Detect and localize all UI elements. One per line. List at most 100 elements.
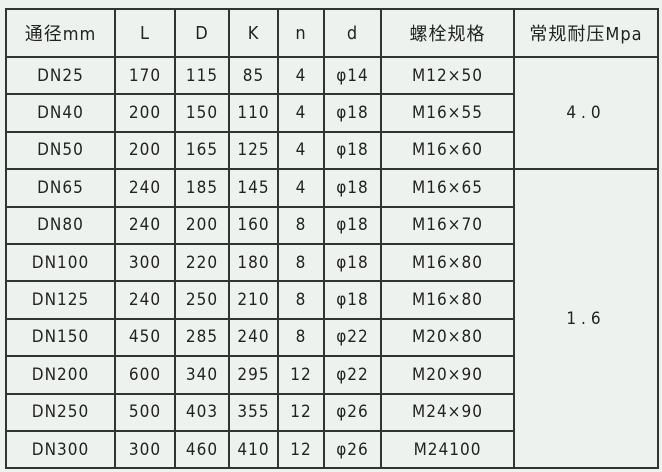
table-cell: 8: [277, 317, 325, 358]
table-cell: M16×65: [380, 168, 515, 208]
column-header: D: [174, 8, 230, 58]
table-cell: 8: [277, 205, 325, 245]
table-cell: DN25: [5, 55, 116, 96]
table-row: DN65 240 185 145 4 φ18 M16×65 1.6: [5, 168, 659, 470]
table-row: DN200 600 340 295 12 φ22 M20×90: [5, 355, 658, 395]
table-cell: 8: [277, 280, 325, 320]
column-header: 通径mm: [5, 8, 116, 58]
table-row: DN125 240 250 210 8 φ18 M16×80: [5, 280, 658, 320]
table-cell: DN300: [5, 429, 116, 470]
table-cell: 403: [174, 392, 230, 432]
table-cell: 450: [114, 317, 176, 358]
table-cell: 285: [174, 317, 230, 358]
table-cell: φ18: [323, 93, 382, 133]
table-cell: M16×55: [380, 93, 515, 133]
table-cell: φ18: [323, 280, 382, 320]
table-cell: φ14: [323, 55, 382, 96]
table-cell: 200: [114, 130, 176, 171]
table-row: DN100 300 220 180 8 φ18 M16×80: [5, 242, 658, 283]
table-cell: 180: [228, 242, 279, 283]
table-cell: 4: [277, 168, 325, 208]
table-cell: 210: [228, 280, 279, 320]
table-cell: 4: [277, 93, 325, 133]
table-cell: 240: [228, 317, 279, 358]
column-header: 常规耐压Mpa: [513, 8, 659, 58]
table-cell: 600: [114, 355, 176, 395]
table-row: DN40 200 150 110 4 φ18 M16×55: [5, 93, 658, 133]
table-cell: M20×80: [380, 317, 515, 358]
table-cell: 110: [228, 93, 279, 133]
table-cell: 12: [277, 392, 325, 432]
table-cell: 410: [228, 429, 279, 470]
table-cell: 240: [114, 168, 176, 208]
table-row: DN25 170 115 85 4 φ14 M12×50 4.0: [5, 55, 659, 171]
table-cell: 160: [228, 205, 279, 245]
table-cell: M16×60: [380, 130, 515, 171]
table-cell: 500: [114, 392, 176, 432]
table-cell: 355: [228, 392, 279, 432]
table-cell: φ18: [323, 242, 382, 283]
table-cell: 295: [228, 355, 279, 395]
table-cell: M24×90: [380, 392, 515, 432]
table-cell: φ18: [323, 130, 382, 171]
column-header: 螺栓规格: [380, 8, 515, 58]
table-cell: 85: [228, 55, 279, 96]
table-cell: 250: [174, 280, 230, 320]
column-header: L: [114, 8, 176, 58]
table-cell: 460: [174, 429, 230, 470]
table-cell: φ22: [323, 317, 382, 358]
table-cell: M16×70: [380, 205, 515, 245]
table-cell: M20×90: [380, 355, 515, 395]
table-cell: 240: [114, 205, 176, 245]
table-cell: 150: [174, 93, 230, 133]
table-cell: DN100: [5, 242, 116, 283]
table-row: DN250 500 403 355 12 φ26 M24×90: [5, 392, 658, 432]
table-row: DN150 450 285 240 8 φ22 M20×80: [5, 317, 658, 358]
table-cell: 200: [174, 205, 230, 245]
table-cell: 240: [114, 280, 176, 320]
table-cell: M16×80: [380, 242, 515, 283]
table-cell: 145: [228, 168, 279, 208]
table-cell: M12×50: [380, 55, 515, 96]
table-cell: DN150: [5, 317, 116, 358]
pressure-cell: 4.0: [513, 55, 659, 171]
table-cell: φ18: [323, 168, 382, 208]
table-cell: 200: [114, 93, 176, 133]
table-cell: DN50: [5, 130, 116, 171]
table-cell: φ26: [323, 429, 382, 470]
table-cell: 115: [174, 55, 230, 96]
table-cell: DN40: [5, 93, 116, 133]
table-row: DN300 300 460 410 12 φ26 M24100: [5, 429, 658, 470]
table-cell: 125: [228, 130, 279, 171]
table-cell: 340: [174, 355, 230, 395]
table-cell: 165: [174, 130, 230, 171]
table-cell: φ22: [323, 355, 382, 395]
table-cell: DN80: [5, 205, 116, 245]
table-cell: 220: [174, 242, 230, 283]
table-cell: 170: [114, 55, 176, 96]
table-cell: DN125: [5, 280, 116, 320]
table-cell: 8: [277, 242, 325, 283]
table-cell: 12: [277, 429, 325, 470]
table-cell: 4: [277, 55, 325, 96]
table-row: DN50 200 165 125 4 φ18 M16×60: [5, 130, 658, 171]
table-cell: DN200: [5, 355, 116, 395]
table-cell: DN65: [5, 168, 116, 208]
table-cell: M16×80: [380, 280, 515, 320]
table-cell: 300: [114, 242, 176, 283]
column-header: n: [277, 8, 325, 58]
column-header: K: [228, 8, 279, 58]
table-cell: M24100: [380, 429, 515, 470]
table-cell: 185: [174, 168, 230, 208]
table-cell: φ26: [323, 392, 382, 432]
column-header: d: [323, 8, 382, 58]
table-row: DN80 240 200 160 8 φ18 M16×70: [5, 205, 658, 245]
table-cell: 4: [277, 130, 325, 171]
table-cell: 12: [277, 355, 325, 395]
table-cell: φ18: [323, 205, 382, 245]
pressure-cell: 1.6: [513, 168, 659, 470]
table-cell: DN250: [5, 392, 116, 432]
table-cell: 300: [114, 429, 176, 470]
